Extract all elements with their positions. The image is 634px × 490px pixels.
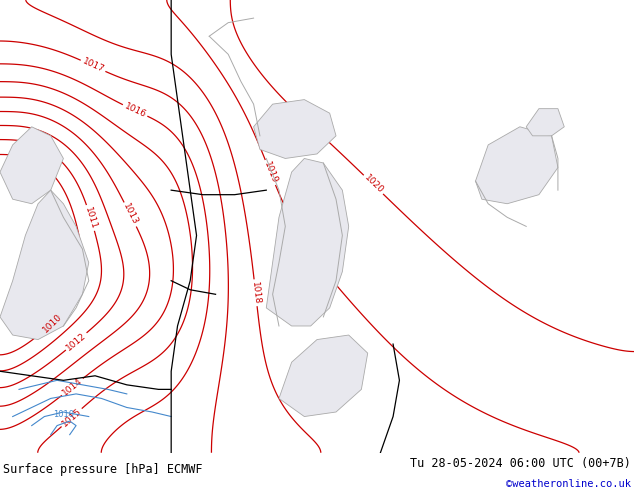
Polygon shape xyxy=(266,158,349,326)
Text: Tu 28-05-2024 06:00 UTC (00+7B): Tu 28-05-2024 06:00 UTC (00+7B) xyxy=(410,458,631,470)
Text: Surface pressure [hPa] ECMWF: Surface pressure [hPa] ECMWF xyxy=(3,463,203,476)
Text: 1017: 1017 xyxy=(81,57,105,74)
Text: 1018: 1018 xyxy=(250,281,261,305)
Text: 1013: 1013 xyxy=(121,202,139,227)
Text: 1012: 1012 xyxy=(65,331,88,352)
Polygon shape xyxy=(526,109,564,136)
Text: 1014: 1014 xyxy=(61,376,84,397)
Text: 1010: 1010 xyxy=(53,410,74,418)
Text: 1020: 1020 xyxy=(362,173,385,196)
Polygon shape xyxy=(0,127,63,204)
Text: 1015: 1015 xyxy=(60,407,83,429)
Polygon shape xyxy=(254,99,336,158)
Polygon shape xyxy=(279,335,368,416)
Text: 1019: 1019 xyxy=(262,160,279,185)
Polygon shape xyxy=(476,127,558,204)
Polygon shape xyxy=(0,190,89,340)
Text: ©weatheronline.co.uk: ©weatheronline.co.uk xyxy=(506,479,631,490)
Text: 1016: 1016 xyxy=(123,101,147,120)
Text: 1011: 1011 xyxy=(83,206,98,230)
Text: 1010: 1010 xyxy=(41,312,64,334)
